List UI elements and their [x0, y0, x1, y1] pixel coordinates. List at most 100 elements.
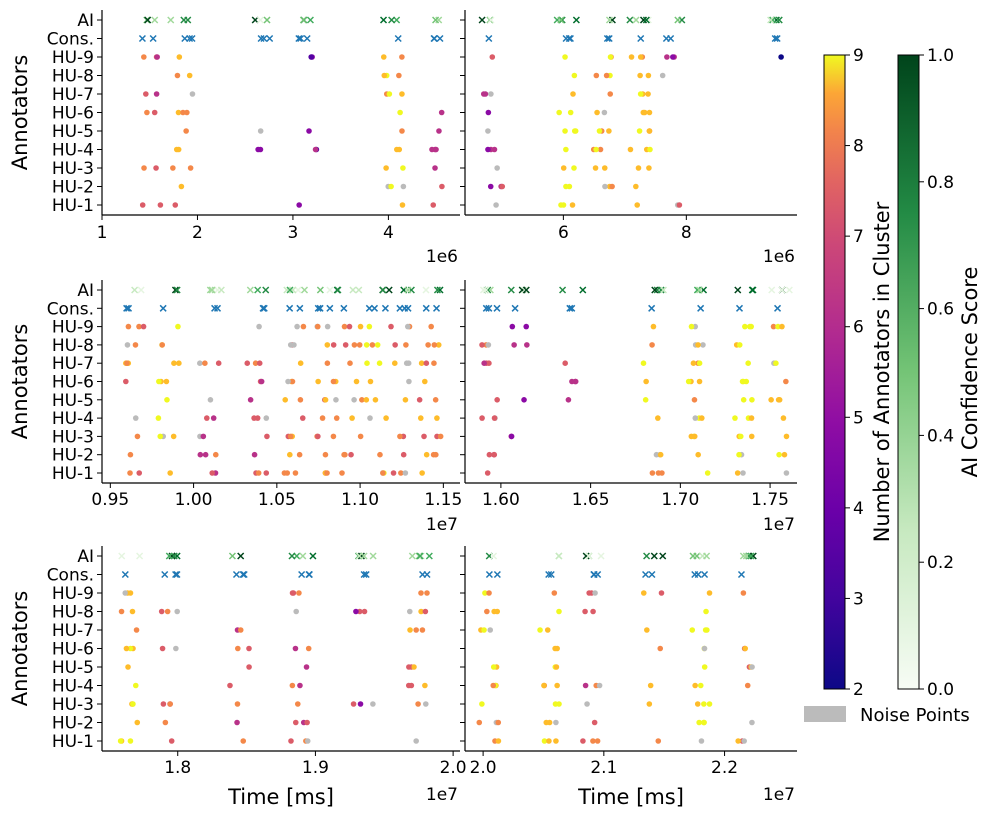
consensus-marker	[232, 570, 240, 579]
annotator-point	[770, 323, 777, 330]
ai-marker	[703, 552, 711, 560]
annotator-point	[351, 397, 357, 403]
ai-marker	[674, 16, 682, 24]
annotator-point	[200, 433, 207, 440]
annotator-point	[692, 682, 698, 689]
x-exponent-label: 1e6	[763, 247, 795, 267]
consensus-marker	[303, 34, 311, 43]
annotator-point	[133, 627, 140, 633]
consensus-marker	[568, 304, 576, 312]
annotator-point	[695, 451, 701, 458]
consensus-marker	[771, 34, 779, 43]
ai-marker	[579, 286, 587, 294]
annotator-point	[264, 433, 270, 440]
annotator-point	[748, 415, 755, 421]
annotator-point	[563, 146, 569, 153]
annotator-point	[637, 54, 644, 60]
annotator-point	[740, 470, 746, 476]
annotator-point	[282, 397, 289, 403]
annotator-point	[567, 109, 574, 116]
ai-marker	[137, 286, 145, 294]
annotator-point	[315, 433, 321, 440]
annotator-point	[551, 590, 558, 596]
ai-marker	[131, 286, 139, 294]
annotator-point	[701, 701, 707, 707]
annotator-point	[406, 664, 412, 670]
y-tick-label: HU-8	[52, 336, 94, 356]
annotator-point	[246, 645, 252, 652]
x-tick-label: 1.15	[424, 490, 462, 510]
ai-marker	[785, 286, 793, 294]
annotator-point	[634, 202, 641, 208]
annotator-point	[297, 682, 303, 689]
annotator-point	[175, 109, 182, 116]
ai-marker	[357, 552, 365, 560]
consensus-marker	[314, 304, 322, 312]
ai-marker	[246, 286, 254, 294]
annotator-point	[485, 128, 491, 134]
annotator-point	[251, 451, 258, 458]
annotator-point	[407, 627, 413, 633]
annotator-point	[396, 72, 402, 79]
consensus-marker	[701, 570, 709, 579]
annotator-point	[418, 590, 424, 596]
annotator-point	[174, 72, 181, 79]
annotator-point	[553, 738, 559, 744]
annotator-point	[586, 590, 592, 596]
annotator-point	[435, 342, 442, 348]
consensus-marker	[365, 304, 373, 312]
annotator-point	[159, 645, 166, 652]
y-tick-label: HU-3	[52, 427, 94, 447]
annotator-point	[556, 608, 562, 615]
consensus-marker	[260, 34, 268, 43]
annotator-point	[234, 719, 240, 726]
annotator-point	[580, 738, 586, 744]
annotator-point	[607, 54, 614, 60]
annotator-point	[570, 91, 576, 97]
annotator-point	[647, 682, 654, 689]
consensus-marker	[305, 570, 313, 579]
annotator-point	[572, 378, 579, 385]
annotator-point	[160, 701, 167, 707]
ai-marker	[306, 16, 314, 24]
ai-marker	[605, 16, 613, 24]
annotator-point	[701, 664, 708, 670]
annotator-point	[541, 682, 547, 689]
ai-marker	[299, 16, 307, 24]
annotator-point	[376, 360, 383, 367]
annotator-point	[136, 323, 142, 330]
colorbar-tick-label: 0.8	[927, 173, 954, 193]
colorbar-ai-confidence: 0.0 0.2 0.4 0.6 0.8 1.0 AI Confidence Score	[897, 46, 982, 700]
ai-marker	[379, 16, 388, 24]
annotator-point	[388, 323, 394, 330]
annotator-point	[706, 590, 713, 596]
annotator-point	[432, 165, 438, 171]
annotator-point	[657, 451, 664, 458]
annotator-point	[118, 608, 125, 615]
consensus-marker	[735, 304, 744, 312]
x-tick-label: 4	[383, 223, 394, 243]
ai-marker	[639, 16, 648, 24]
annotator-point	[487, 627, 494, 633]
annotator-point	[167, 470, 173, 476]
annotator-point	[297, 397, 304, 403]
annotator-point	[141, 165, 147, 171]
annotator-point	[641, 109, 648, 116]
consensus-marker	[662, 34, 670, 43]
annotator-point	[647, 146, 653, 153]
annotator-point	[159, 342, 166, 348]
annotator-point	[592, 165, 599, 171]
annotator-point	[494, 608, 501, 615]
ai-marker	[479, 286, 487, 294]
annotator-point	[422, 701, 429, 707]
annotator-point	[553, 719, 559, 726]
annotator-point	[304, 738, 311, 744]
annotator-point	[417, 415, 424, 421]
consensus-marker	[547, 570, 555, 579]
annotator-point	[783, 378, 789, 385]
annotator-point	[322, 397, 329, 403]
consensus-marker	[316, 304, 324, 312]
ai-marker	[262, 286, 270, 294]
annotator-point	[396, 146, 403, 153]
annotator-point	[655, 738, 662, 744]
